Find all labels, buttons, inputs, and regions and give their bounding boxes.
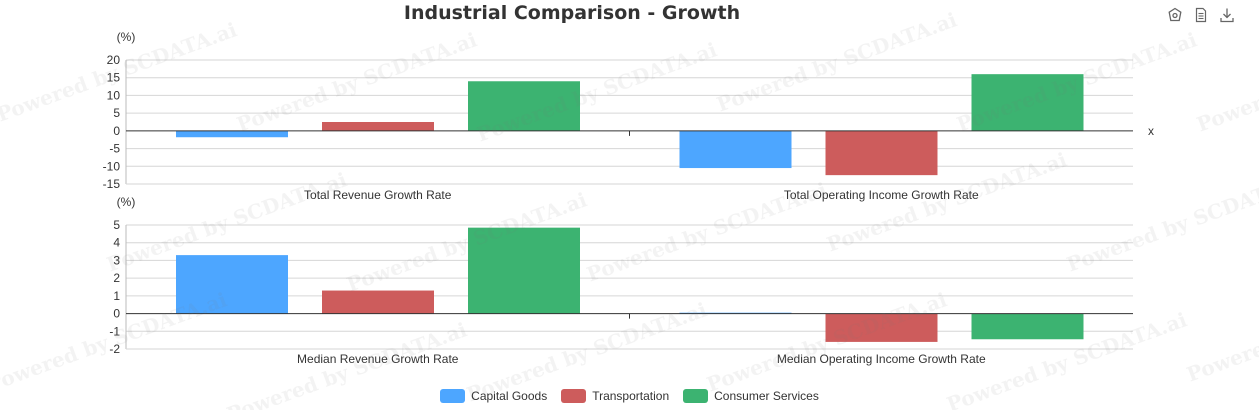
chart-title: Industrial Comparison - Growth	[403, 2, 741, 24]
y-tick-label: 10	[107, 88, 121, 102]
y-tick-label: 1	[113, 289, 120, 303]
data-view-icon[interactable]	[1192, 6, 1210, 24]
y-axis-unit-label: (%)	[117, 195, 136, 209]
legend-item-capital-goods[interactable]: Capital Goods	[440, 389, 547, 403]
bar-transportation-1	[322, 290, 434, 314]
x-axis-name: x	[1148, 124, 1154, 138]
bar-consumer-services-1	[468, 81, 580, 131]
category-label: Total Revenue Growth Rate	[304, 188, 452, 202]
y-axis-unit-label: (%)	[117, 30, 136, 44]
y-tick-label: -5	[109, 142, 120, 156]
palette-icon[interactable]	[1166, 6, 1184, 24]
y-tick-label: 20	[107, 53, 121, 67]
y-tick-label: 4	[113, 236, 120, 250]
category-label: Median Operating Income Growth Rate	[777, 352, 986, 366]
chart-panel-1: (%) -15 -10 -5 0 5 10 15 20 x Total Revenue Growth…	[103, 30, 1154, 202]
legend-label: Capital Goods	[471, 389, 548, 403]
bar-capital-goods-1	[176, 130, 288, 138]
download-icon[interactable]	[1218, 6, 1236, 24]
chart-legend: Capital Goods Transportation Consumer Serv…	[0, 389, 1259, 403]
chart-toolbox	[1166, 6, 1236, 24]
y-tick-label: -1	[109, 324, 120, 338]
bar-capital-goods-2	[679, 130, 792, 169]
bar-transportation-1	[322, 122, 434, 131]
y-tick-label: -2	[109, 342, 120, 356]
category-label: Total Operating Income Growth Rate	[784, 188, 979, 202]
y-tick-label: -10	[103, 159, 121, 173]
bar-capital-goods-1	[176, 255, 288, 314]
bar-consumer-services-1	[468, 227, 580, 314]
bar-transportation-2	[825, 130, 938, 176]
y-tick-label: 5	[113, 106, 120, 120]
y-tick-label: 3	[113, 253, 120, 267]
legend-item-consumer-services[interactable]: Consumer Services	[683, 389, 819, 403]
bar-consumer-services-2	[971, 74, 1084, 131]
y-tick-label: -15	[103, 177, 121, 191]
y-tick-label: 0	[113, 124, 120, 138]
y-tick-label: 15	[107, 71, 121, 85]
y-tick-label: 2	[113, 271, 120, 285]
legend-swatch	[561, 389, 587, 403]
bar-transportation-2	[825, 313, 938, 342]
category-label: Median Revenue Growth Rate	[297, 352, 459, 366]
legend-item-transportation[interactable]: Transportation	[561, 389, 669, 403]
legend-label: Consumer Services	[714, 389, 819, 403]
bar-consumer-services-2	[971, 313, 1084, 340]
chart-panel-2: (%) -2 -1 0 1 2 3 4 5 Median Revenue Growth Rate M…	[109, 195, 1133, 366]
legend-swatch	[683, 389, 709, 403]
y-tick-label: 5	[113, 218, 120, 232]
legend-swatch	[440, 389, 466, 403]
legend-label: Transportation	[592, 389, 670, 403]
y-tick-label: 0	[113, 307, 120, 321]
